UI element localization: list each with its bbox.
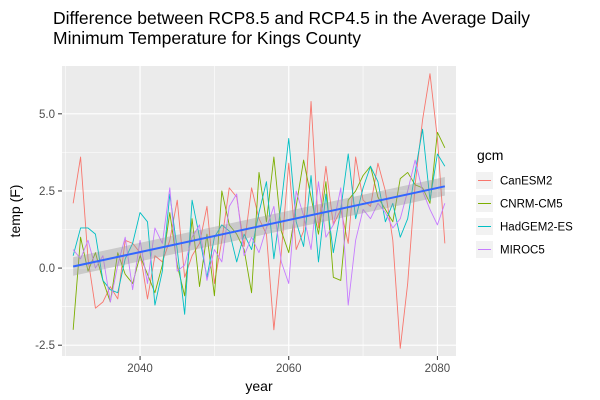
y-axis-title: temp (F) xyxy=(7,185,23,238)
chart-title-line-2: Minimum Temperature for Kings County xyxy=(53,28,361,48)
x-tick-label: 2040 xyxy=(127,363,153,375)
series-layer xyxy=(72,73,446,349)
chart-title: Difference between RCP8.5 and RCP4.5 in … xyxy=(53,8,530,48)
legend: gcm CanESM2 CNRM-CM5 HadGEM2-ES MIROC5 xyxy=(476,147,573,258)
y-axis: -2.5 0.0 2.5 5.0 xyxy=(35,109,62,352)
trend-layer xyxy=(72,177,446,276)
series-line-canesm2 xyxy=(72,73,446,349)
y-tick-label: 5.0 xyxy=(39,109,55,121)
legend-title: gcm xyxy=(477,147,503,163)
series-line-miroc5 xyxy=(72,159,446,306)
legend-label: CNRM-CM5 xyxy=(500,199,563,211)
chart-title-line-1: Difference between RCP8.5 and RCP4.5 in … xyxy=(53,8,530,28)
trend-line xyxy=(72,185,446,268)
y-tick-label: -2.5 xyxy=(35,340,55,352)
x-tick-label: 2080 xyxy=(425,363,451,375)
x-axis: 2040 2060 2080 xyxy=(127,356,450,375)
y-tick-label: 0.0 xyxy=(39,263,55,275)
x-tick-label: 2060 xyxy=(276,363,302,375)
legend-label: CanESM2 xyxy=(500,176,552,188)
y-tick-label: 2.5 xyxy=(39,186,55,198)
series-line-hadgem2-es xyxy=(72,128,446,315)
grid-major xyxy=(62,66,456,356)
x-axis-title: year xyxy=(245,378,273,394)
legend-label: HadGEM2-ES xyxy=(500,222,573,234)
legend-label: MIROC5 xyxy=(500,245,545,257)
